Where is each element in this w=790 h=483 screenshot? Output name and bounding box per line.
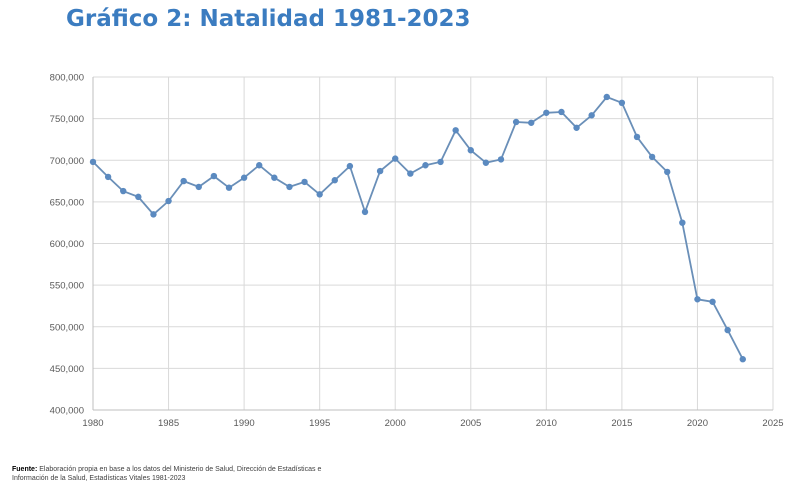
data-point [648,153,656,161]
x-tick-label: 1995 [309,418,330,429]
data-point [89,158,97,166]
x-tick-label: 2020 [687,418,708,429]
series-line [92,96,744,360]
data-point [376,167,384,175]
data-point [346,162,354,170]
x-tick-label: 1980 [82,418,103,429]
data-point [467,147,474,154]
data-point [286,183,293,191]
data-point [664,168,671,176]
data-point [256,162,263,169]
data-point [422,162,429,169]
data-point [603,93,610,101]
data-point [558,108,565,116]
data-point [165,197,172,205]
data-point [331,177,338,184]
data-point [301,178,308,186]
data-point [150,211,157,218]
data-point [452,127,459,134]
data-point [271,174,278,181]
y-tick-label: 750,000 [50,114,84,125]
x-tick-label: 2015 [611,418,632,429]
x-tick-label: 2000 [385,418,406,429]
data-point [528,119,535,126]
data-point [633,133,641,141]
y-tick-label: 600,000 [50,239,84,250]
data-point [512,118,520,126]
y-axis: 400,000 450,000 500,000 550,000 600,000 650,0… [50,73,94,417]
data-point [180,177,187,185]
x-tick-label: 2005 [460,418,481,429]
data-point [120,187,127,195]
y-tick-label: 550,000 [50,281,84,292]
y-tick-label: 400,000 [50,406,84,417]
data-point [739,356,746,363]
data-point [135,193,142,201]
data-point [724,326,731,334]
data-point [210,172,218,180]
chart-title: Gráfico 2: Natalidad 1981-2023 [66,6,471,32]
x-tick-label: 2010 [536,418,557,429]
data-point [195,183,202,191]
data-point [361,208,369,216]
y-tick-label: 500,000 [50,322,84,333]
data-point [618,99,626,107]
data-point [679,219,686,226]
data-point [316,191,323,198]
data-point [709,298,716,305]
data-series [89,93,746,363]
x-tick-label: 2025 [762,418,783,429]
source-label: Fuente: [12,466,38,473]
y-tick-label: 800,000 [50,73,84,84]
data-point [392,155,399,162]
data-point [240,174,248,181]
data-point [573,124,580,131]
data-point [104,173,112,181]
data-point [543,109,550,116]
data-point [482,159,490,166]
x-tick-label: 1990 [234,418,255,429]
y-tick-label: 650,000 [50,197,84,208]
data-point [407,170,414,177]
gridlines [92,76,774,411]
x-axis: 1980 1985 1990 1995 2000 2005 2010 2015 2020 2025 [82,409,784,429]
x-tick-label: 1985 [158,418,179,429]
data-point [694,296,701,303]
data-point [588,112,595,119]
source-note: Fuente: Elaboración propia en base a los… [12,465,342,483]
data-point [437,158,444,166]
source-text: Elaboración propia en base a los datos d… [12,466,322,482]
data-point [497,156,505,163]
y-tick-label: 450,000 [50,364,84,375]
y-tick-label: 700,000 [50,156,84,167]
data-point [225,184,233,191]
